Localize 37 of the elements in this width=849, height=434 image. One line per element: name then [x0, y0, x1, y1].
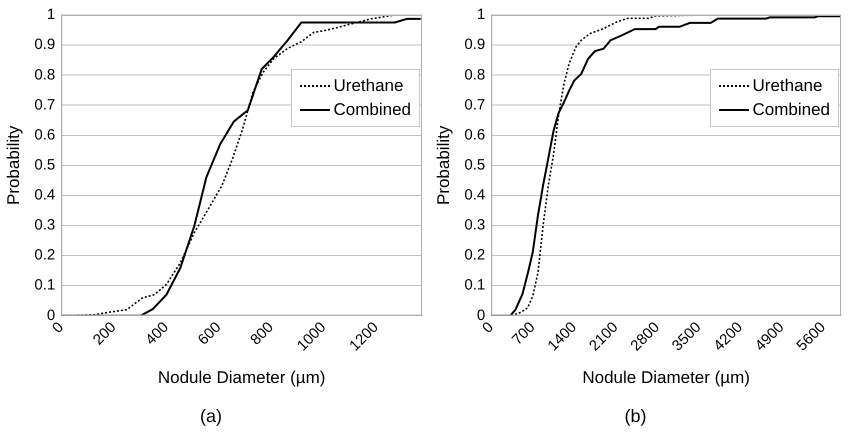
y-tick-label: 0.9	[34, 36, 56, 54]
x-tick-label: 600	[194, 318, 224, 348]
y-axis-title: Probability	[434, 125, 453, 206]
y-tick-label: 0.7	[34, 96, 56, 114]
x-tick-label: 200	[90, 318, 120, 348]
legend-label: Urethane	[752, 75, 822, 98]
y-tick-label: 0.5	[34, 156, 56, 174]
y-tick-label: 0	[46, 306, 56, 324]
y-tick-label: 0	[476, 306, 486, 324]
y-tick-label: 0.8	[464, 66, 486, 84]
legend-label: Combined	[334, 99, 411, 122]
y-tick-label: 0.5	[464, 156, 486, 174]
y-tick-label: 0.1	[464, 276, 486, 294]
x-axis-title: Nodule Diameter (µm)	[582, 368, 750, 387]
x-tick-label: 700	[508, 318, 539, 348]
x-tick-label: 800	[247, 318, 277, 348]
y-tick-label: 0.1	[34, 276, 56, 294]
legend-label: Urethane	[334, 75, 404, 98]
y-tick-label: 0.7	[464, 96, 486, 114]
y-tick-label: 0.2	[464, 246, 486, 264]
x-tick-label: 400	[142, 318, 172, 348]
y-tick-label: 0.6	[464, 126, 486, 144]
legend-label: Combined	[752, 99, 830, 122]
y-tick-label: 0.4	[34, 186, 56, 204]
x-axis-title: Nodule Diameter (µm)	[158, 368, 326, 387]
text: (a)	[200, 406, 222, 426]
y-axis-title: Probability	[4, 125, 23, 206]
y-tick-label: 1	[476, 6, 486, 24]
y-tick-label: 0.3	[464, 216, 486, 234]
y-tick-label: 0.2	[34, 246, 56, 264]
y-tick-label: 1	[46, 6, 56, 24]
y-tick-label: 0.6	[34, 126, 56, 144]
y-tick-label: 0.8	[34, 66, 56, 84]
y-tick-label: 0.3	[34, 216, 56, 234]
y-tick-label: 0.9	[464, 36, 486, 54]
y-tick-label: 0.4	[464, 186, 486, 204]
text: (b)	[624, 406, 646, 426]
